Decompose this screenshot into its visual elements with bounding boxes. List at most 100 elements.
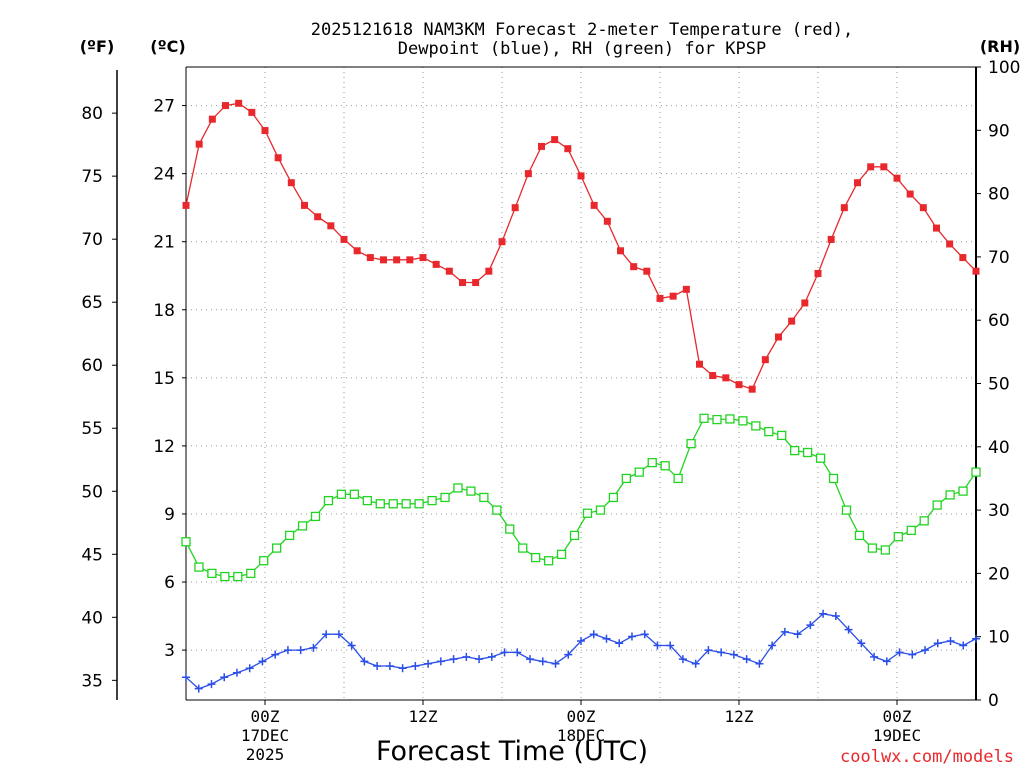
- temperature-point: [274, 154, 282, 162]
- temperature-point: [459, 279, 466, 287]
- rh-point: [388, 499, 398, 509]
- temperature-point: [406, 256, 414, 264]
- temperature-point: [814, 269, 822, 277]
- rh-point: [828, 473, 839, 484]
- rh-point: [349, 489, 360, 499]
- dewpoint-point: [768, 641, 777, 650]
- rh-tick-label: 60: [988, 311, 1010, 331]
- x-tick-label-year: 2025: [246, 745, 285, 764]
- rh-point: [220, 571, 230, 582]
- rh-point: [479, 492, 489, 503]
- temperature-point: [182, 201, 190, 209]
- rh-tick-label: 30: [988, 501, 1010, 521]
- fahrenheit-tick-label: 70: [81, 230, 103, 250]
- rh-point: [582, 508, 593, 518]
- rh-point: [660, 461, 670, 471]
- dewpoint-point: [538, 657, 547, 666]
- celsius-tick-label: 24: [153, 165, 175, 185]
- chart-title-line2: Dewpoint (blue), RH (green) for KPSP: [398, 39, 766, 59]
- rh-point: [323, 495, 334, 506]
- temperature-point: [906, 190, 914, 198]
- dewpoint-point: [500, 648, 509, 657]
- temperature-point: [603, 217, 611, 225]
- rh-point: [297, 521, 308, 531]
- rh-tick-label: 50: [988, 375, 1010, 395]
- x-tick-label-date: 18DEC: [557, 726, 605, 745]
- rh-point: [751, 421, 761, 431]
- dewpoint-point: [691, 659, 700, 668]
- rh-point: [466, 486, 476, 496]
- fahrenheit-tick-label: 60: [81, 356, 103, 376]
- temperature-point: [617, 247, 624, 255]
- rh-point: [932, 500, 942, 510]
- rh-tick-label: 40: [988, 438, 1010, 458]
- dewpoint-point: [207, 680, 216, 689]
- rh-point: [647, 457, 657, 468]
- fahrenheit-tick-label: 35: [81, 671, 103, 691]
- celsius-tick-label: 21: [153, 233, 175, 253]
- credit-text: coolwx.com/models: [840, 747, 1014, 767]
- temperature-point: [682, 285, 690, 293]
- temperature-point: [643, 267, 651, 275]
- series-rh: [181, 413, 981, 582]
- dewpoint-point: [526, 655, 535, 664]
- dewpoint-point: [182, 673, 190, 682]
- fahrenheit-tick-label: 50: [81, 482, 103, 502]
- temperature-point: [195, 140, 203, 148]
- rh-tick-label: 0: [988, 691, 999, 711]
- dewpoint-point: [385, 661, 394, 670]
- dewpoint-point: [334, 630, 343, 639]
- temperature-point: [287, 179, 295, 187]
- dewpoint-point: [411, 661, 420, 670]
- temperature-point: [854, 179, 861, 187]
- temperature-point: [656, 294, 664, 302]
- rh-point: [880, 545, 890, 555]
- rh-point: [543, 556, 554, 566]
- dewpoint-point: [653, 641, 662, 650]
- rh-point: [790, 445, 800, 456]
- temperature-point: [314, 213, 322, 221]
- celsius-tick-label: 3: [164, 641, 175, 661]
- dewpoint-point: [245, 664, 254, 673]
- rh-point: [854, 530, 865, 541]
- rh-point: [867, 543, 878, 553]
- rh-point: [427, 495, 437, 506]
- dewpoint-point: [615, 639, 624, 648]
- rh-point: [725, 414, 735, 424]
- dewpoint-point: [780, 627, 789, 636]
- dewpoint-point: [627, 632, 636, 641]
- temperature-point: [919, 204, 927, 212]
- dewpoint-point: [793, 630, 802, 639]
- temperature-point: [511, 204, 519, 212]
- rh-point: [906, 525, 916, 536]
- series-group: [181, 99, 981, 693]
- rh-point: [284, 530, 295, 541]
- rh-point: [401, 499, 411, 509]
- rh-point: [375, 499, 385, 509]
- celsius-tick-label: 6: [164, 573, 175, 593]
- rh-point: [777, 430, 787, 441]
- series-temperature: [182, 99, 980, 393]
- dewpoint-point: [717, 648, 726, 657]
- dewpoint-point: [347, 641, 356, 650]
- rh-point: [362, 495, 372, 506]
- rh-point: [634, 467, 644, 477]
- fahrenheit-axis-label: (ºF): [80, 37, 115, 56]
- chart-title-line1: 2025121618 NAM3KM Forecast 2-meter Tempe…: [311, 20, 853, 40]
- temperature-point: [432, 260, 440, 268]
- grid-lines: [186, 67, 976, 700]
- rh-point: [712, 414, 722, 425]
- rh-point: [958, 486, 968, 496]
- dewpoint-point: [232, 668, 241, 677]
- rh-point: [764, 426, 774, 437]
- dewpoint-point: [602, 634, 611, 643]
- dewpoint-point: [589, 630, 598, 639]
- dewpoint-point: [449, 655, 458, 664]
- x-tick-label-time: 00Z: [567, 707, 596, 726]
- celsius-tick-label: 15: [153, 369, 175, 389]
- rh-axis-label: (RH): [980, 37, 1020, 56]
- temperature-point: [590, 201, 598, 209]
- fahrenheit-tick-label: 40: [81, 608, 103, 628]
- temperature-point: [761, 356, 769, 364]
- temperature-point: [775, 333, 782, 341]
